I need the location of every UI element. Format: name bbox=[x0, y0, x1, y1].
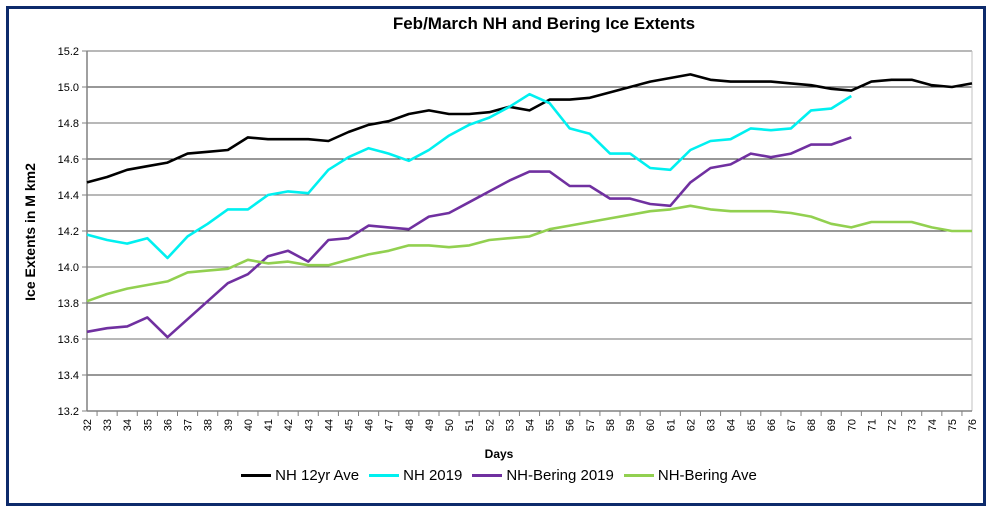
x-tick-label: 75 bbox=[947, 419, 959, 431]
legend: NH 12yr Ave NH 2019 NH-Bering 2019 NH-Be… bbox=[0, 467, 998, 484]
x-tick-label: 38 bbox=[203, 419, 215, 431]
x-tick-label: 45 bbox=[343, 419, 355, 431]
x-tick-label: 32 bbox=[82, 419, 94, 431]
x-tick-label: 37 bbox=[183, 419, 195, 431]
y-tick-label: 13.4 bbox=[58, 370, 79, 382]
x-tick-label: 59 bbox=[625, 419, 637, 431]
x-tick-label: 56 bbox=[565, 419, 577, 431]
legend-swatch bbox=[472, 474, 503, 477]
series-line-nh-12yr-ave bbox=[86, 73, 973, 184]
x-tick-label: 34 bbox=[122, 419, 134, 431]
legend-swatch bbox=[241, 474, 272, 477]
y-tick-label: 14.6 bbox=[58, 154, 79, 166]
y-tick-label: 13.8 bbox=[58, 298, 79, 310]
legend-swatch bbox=[623, 474, 654, 477]
x-tick-label: 64 bbox=[726, 419, 738, 431]
legend-label: NH 2019 bbox=[403, 467, 463, 484]
x-tick-label: 43 bbox=[303, 419, 315, 431]
chart-title: Feb/March NH and Bering Ice Extents bbox=[392, 14, 696, 33]
x-tick-label: 65 bbox=[746, 419, 758, 431]
x-tick-label: 52 bbox=[484, 419, 496, 431]
legend-item-nh-2019: NH 2019 bbox=[369, 467, 462, 484]
x-tick-label: 39 bbox=[223, 419, 235, 431]
x-tick-label: 48 bbox=[404, 419, 416, 431]
y-tick-label: 14.2 bbox=[58, 226, 79, 238]
legend-swatch bbox=[369, 474, 400, 477]
x-tick-label: 66 bbox=[766, 419, 778, 431]
x-tick-label: 54 bbox=[525, 419, 537, 431]
x-tick-label: 40 bbox=[243, 419, 255, 431]
x-tick-label: 47 bbox=[384, 419, 396, 431]
x-tick-label: 57 bbox=[585, 419, 597, 431]
x-tick-label: 69 bbox=[826, 419, 838, 431]
x-tick-label: 61 bbox=[665, 419, 677, 431]
y-tick-label: 15.0 bbox=[58, 82, 79, 94]
x-tick-label: 58 bbox=[605, 419, 617, 431]
x-tick-label: 53 bbox=[504, 419, 516, 431]
x-tick-label: 49 bbox=[424, 419, 436, 431]
x-tick-label: 60 bbox=[645, 419, 657, 431]
legend-item-nh-bering-ave: NH-Bering Ave bbox=[623, 467, 757, 484]
legend-label: NH 12yr Ave bbox=[275, 467, 360, 484]
series-line-nh-bering-2019 bbox=[86, 136, 852, 339]
x-tick-label: 33 bbox=[102, 419, 114, 431]
y-tick-label: 15.2 bbox=[58, 46, 79, 58]
x-tick-label: 76 bbox=[967, 419, 979, 431]
x-tick-label: 70 bbox=[846, 419, 858, 431]
x-tick-label: 55 bbox=[545, 419, 557, 431]
x-tick-label: 41 bbox=[263, 419, 275, 431]
x-tick-label: 71 bbox=[866, 419, 878, 431]
x-tick-label: 46 bbox=[364, 419, 376, 431]
x-tick-label: 74 bbox=[927, 419, 939, 431]
x-tick-label: 36 bbox=[162, 419, 174, 431]
x-tick-label: 51 bbox=[464, 419, 476, 431]
x-tick-label: 67 bbox=[786, 419, 798, 431]
series-line-nh-2019 bbox=[86, 92, 852, 260]
x-tick-label: 44 bbox=[323, 419, 335, 431]
x-tick-label: 68 bbox=[806, 419, 818, 431]
legend-item-nh-bering-2019: NH-Bering 2019 bbox=[472, 467, 614, 484]
legend-label: NH-Bering Ave bbox=[657, 467, 757, 484]
y-tick-label: 14.8 bbox=[58, 118, 79, 130]
x-tick-label: 72 bbox=[887, 419, 899, 431]
x-tick-label: 50 bbox=[444, 419, 456, 431]
legend-label: NH-Bering 2019 bbox=[506, 467, 614, 484]
x-tick-label: 73 bbox=[907, 419, 919, 431]
x-tick-label: 42 bbox=[283, 419, 295, 431]
legend-item-nh-12yr-ave: NH 12yr Ave bbox=[241, 467, 359, 484]
y-tick-label: 13.2 bbox=[58, 406, 79, 418]
y-tick-label: 14.4 bbox=[58, 190, 79, 202]
x-tick-label: 35 bbox=[142, 419, 154, 431]
y-tick-label: 14.0 bbox=[58, 262, 79, 274]
x-tick-label: 62 bbox=[685, 419, 697, 431]
x-tick-label: 63 bbox=[706, 419, 718, 431]
series-line-nh-bering-ave bbox=[86, 204, 972, 303]
y-tick-label: 13.6 bbox=[58, 334, 79, 346]
x-axis-label: Days bbox=[484, 447, 514, 461]
